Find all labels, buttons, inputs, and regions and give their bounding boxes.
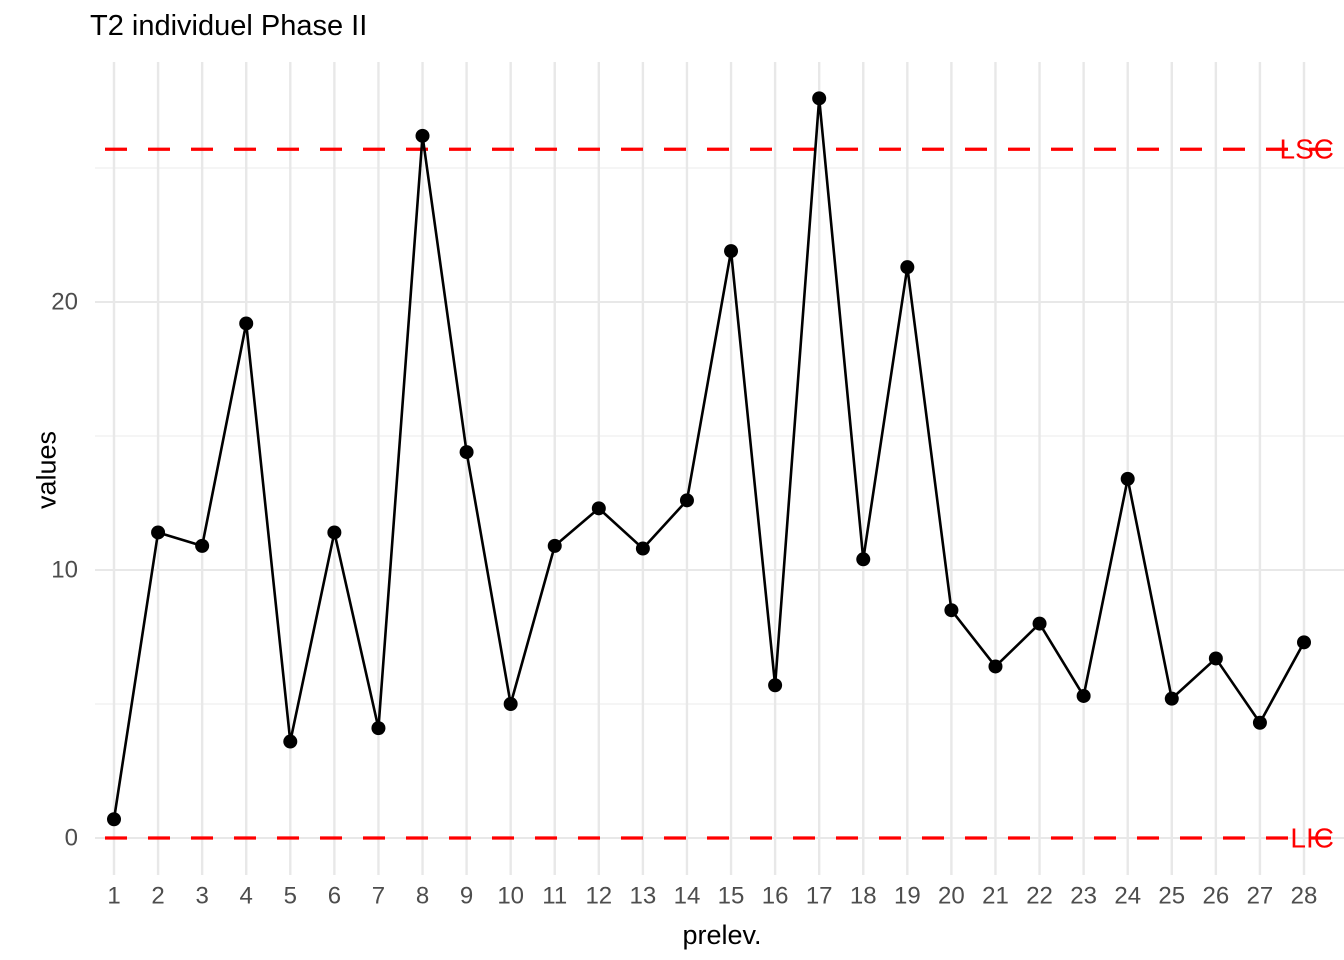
data-point-19 (900, 260, 915, 275)
data-point-18 (856, 552, 871, 567)
control-line-label-lsc: LSC (1280, 134, 1334, 165)
data-point-23 (1076, 688, 1091, 703)
x-tick-label-25: 25 (1158, 883, 1185, 910)
x-tick-label-17: 17 (806, 883, 833, 910)
x-tick-label-1: 1 (107, 883, 120, 910)
data-point-17 (812, 91, 827, 106)
x-tick-label-5: 5 (284, 883, 297, 910)
x-tick-label-6: 6 (328, 883, 341, 910)
y-axis-title: values (31, 430, 62, 510)
x-tick-label-28: 28 (1291, 883, 1318, 910)
x-tick-label-9: 9 (460, 883, 473, 910)
data-point-5 (283, 734, 298, 749)
data-point-16 (768, 678, 783, 693)
control-line-label-lic: LIC (1290, 823, 1334, 854)
x-tick-label-16: 16 (762, 883, 789, 910)
data-point-12 (591, 501, 606, 516)
data-point-1 (107, 812, 121, 827)
chart-title: T2 individuel Phase II (90, 10, 368, 42)
x-tick-label-13: 13 (630, 883, 657, 910)
y-tick-label-0: 0 (65, 825, 78, 852)
data-point-20 (944, 603, 959, 618)
x-tick-label-26: 26 (1203, 883, 1230, 910)
x-tick-label-24: 24 (1114, 883, 1141, 910)
data-point-27 (1252, 715, 1267, 730)
x-tick-label-23: 23 (1070, 883, 1097, 910)
data-point-6 (327, 525, 342, 540)
x-tick-label-22: 22 (1026, 883, 1053, 910)
x-tick-label-3: 3 (195, 883, 208, 910)
data-point-10 (503, 697, 518, 711)
x-tick-label-18: 18 (850, 883, 877, 910)
data-point-15 (724, 244, 739, 259)
y-tick-label-10: 10 (51, 557, 78, 584)
data-point-4 (239, 316, 254, 331)
x-tick-label-20: 20 (938, 883, 965, 910)
data-point-7 (371, 721, 386, 736)
data-point-2 (151, 525, 166, 540)
x-tick-label-15: 15 (718, 883, 745, 910)
data-line (112, 97, 1306, 820)
data-point-3 (195, 538, 210, 553)
x-tick-label-12: 12 (585, 883, 612, 910)
y-tick-label-20: 20 (51, 289, 78, 316)
x-tick-label-27: 27 (1247, 883, 1274, 910)
x-tick-label-8: 8 (416, 883, 429, 910)
x-tick-label-14: 14 (674, 883, 701, 910)
data-point-14 (679, 493, 694, 508)
data-point-25 (1164, 691, 1179, 706)
x-tick-label-11: 11 (542, 883, 567, 910)
data-point-8 (415, 128, 430, 143)
x-tick-label-21: 21 (982, 883, 1009, 910)
data-point-24 (1120, 471, 1135, 486)
x-axis-title: prelev. (682, 920, 762, 950)
x-tick-label-7: 7 (372, 883, 385, 910)
x-tick-label-2: 2 (151, 883, 164, 910)
x-tick-label-19: 19 (894, 883, 921, 910)
data-point-22 (1032, 616, 1047, 631)
x-tick-label-10: 10 (497, 883, 524, 910)
data-point-9 (459, 445, 474, 460)
data-point-11 (547, 538, 562, 553)
data-point-13 (635, 541, 650, 556)
data-point-26 (1208, 651, 1223, 666)
data-point-21 (988, 659, 1003, 674)
x-tick-label-4: 4 (240, 883, 253, 910)
data-point-28 (1297, 635, 1311, 650)
